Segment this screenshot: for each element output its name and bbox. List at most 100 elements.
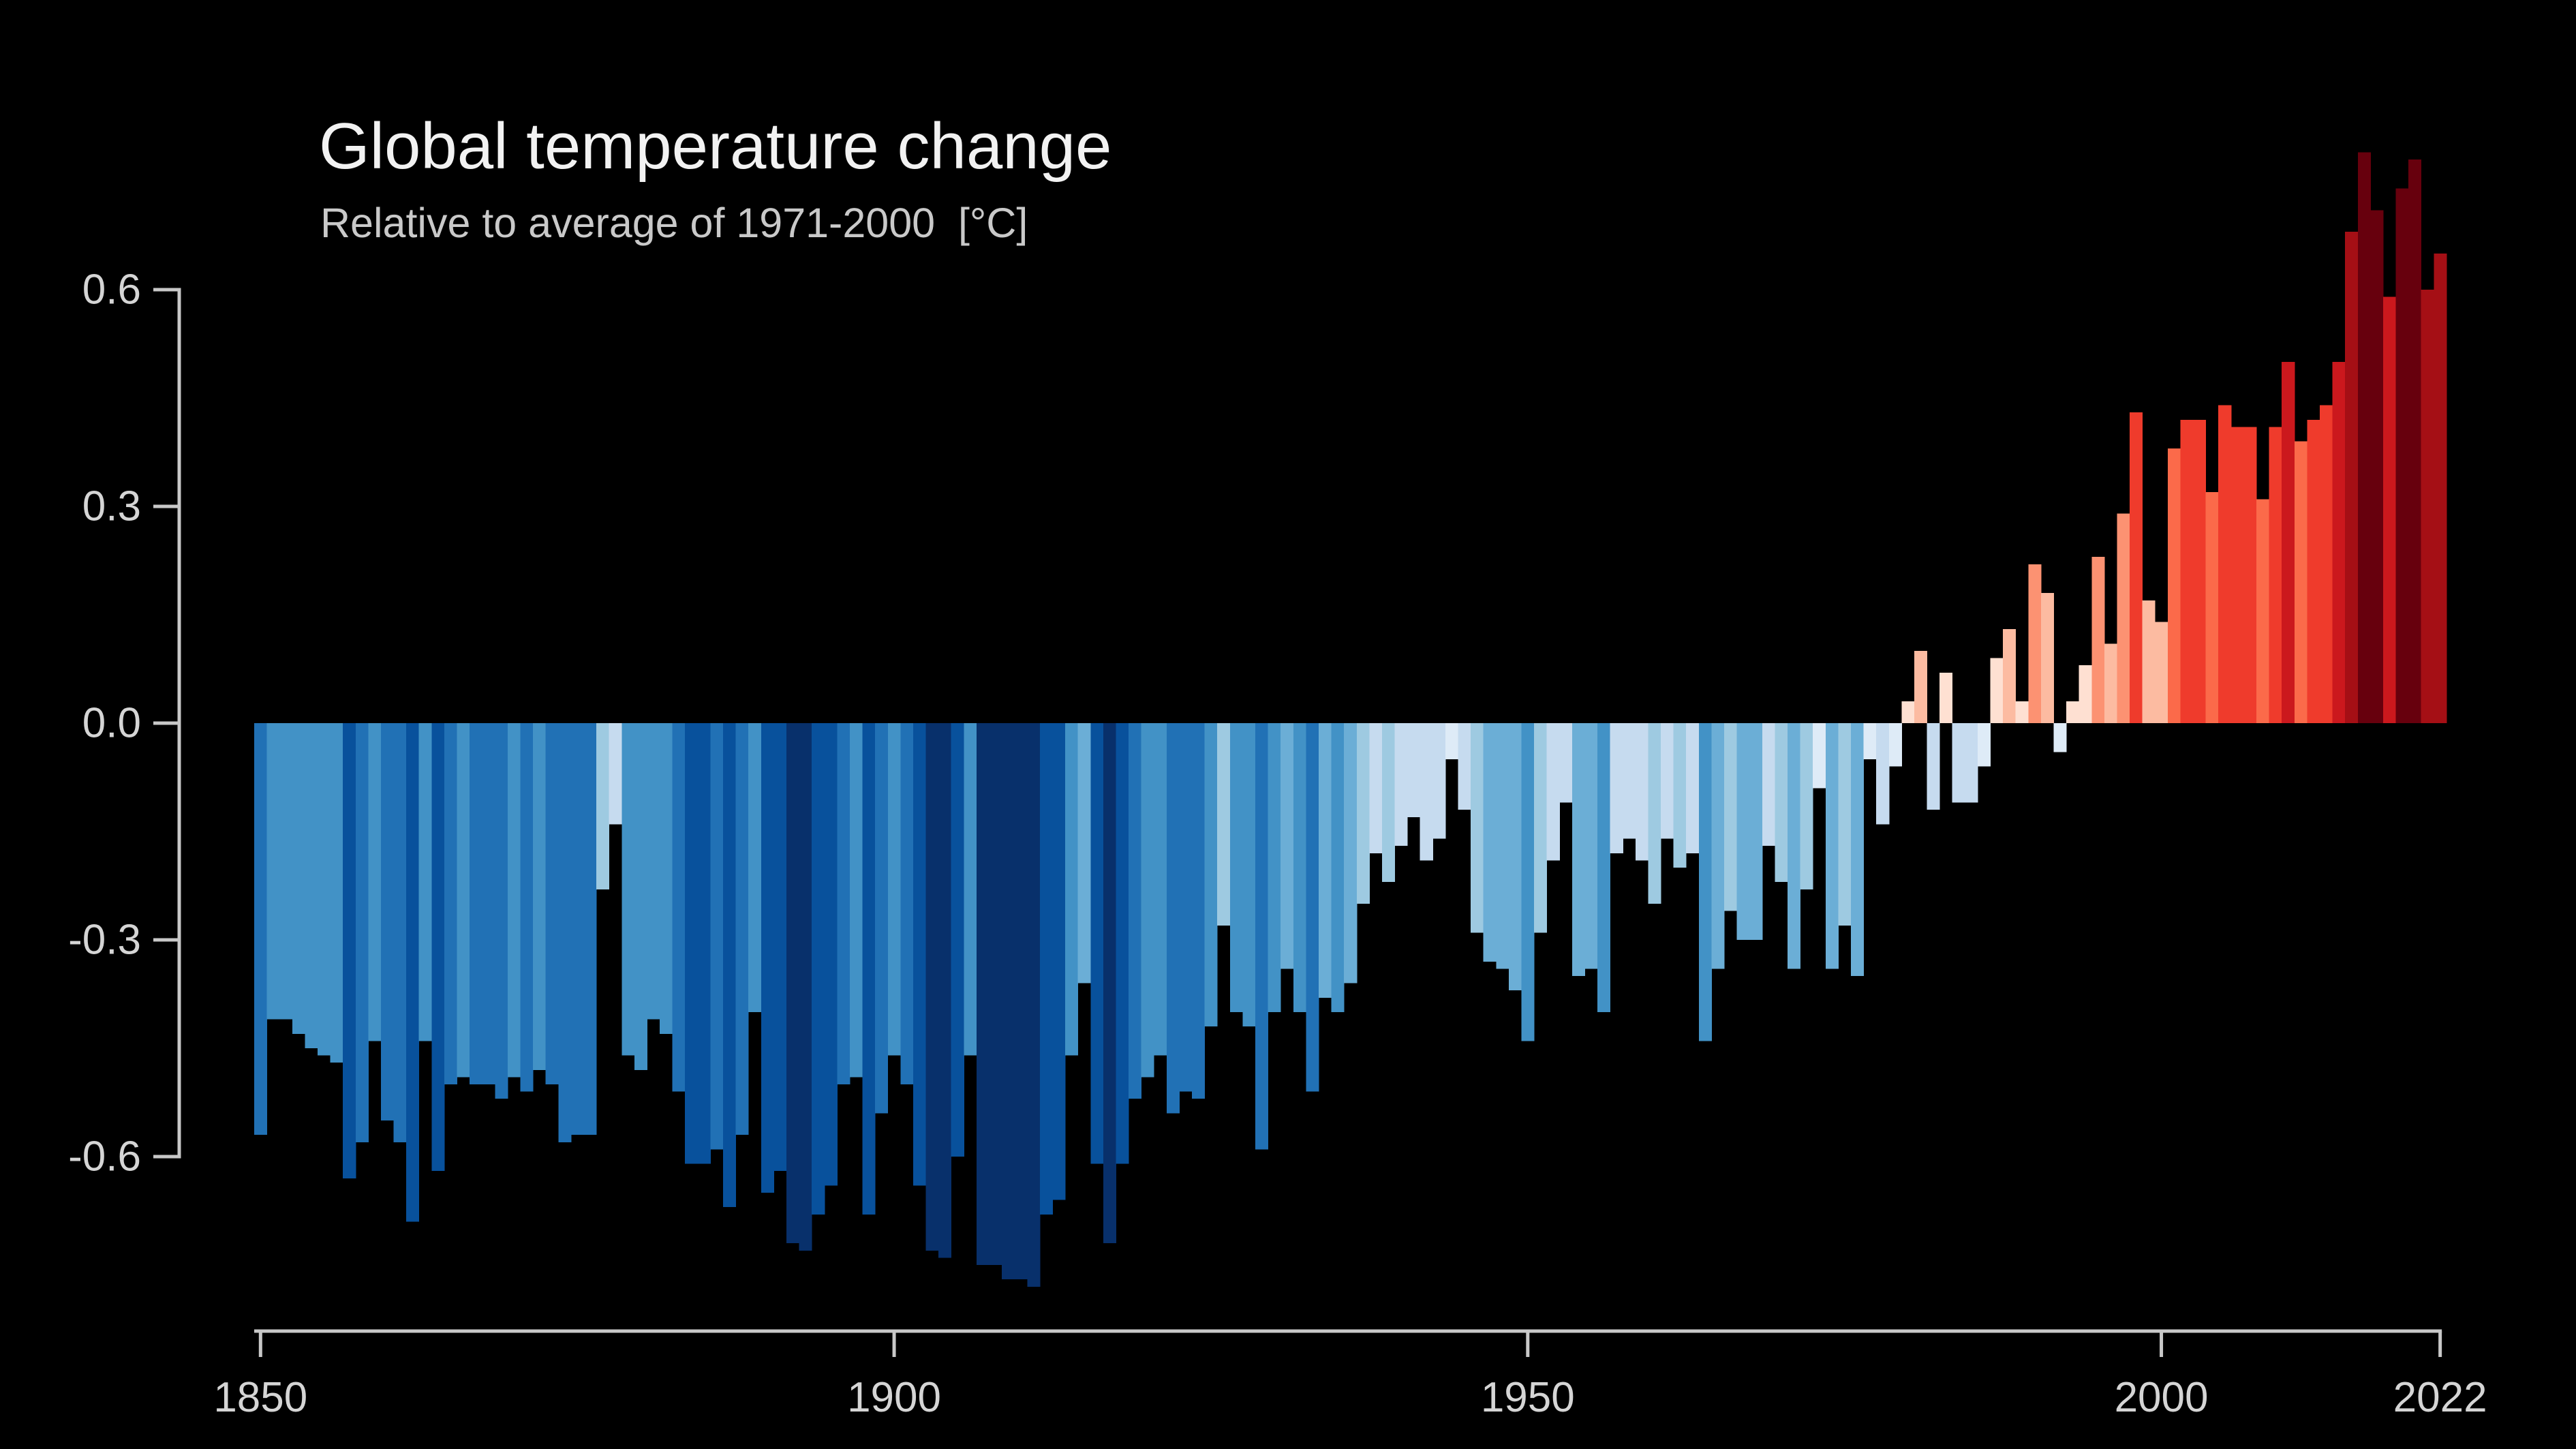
bar-1949 (1508, 723, 1522, 991)
bar-1916 (1090, 723, 1104, 1164)
bar-1956 (1597, 723, 1611, 1012)
bar-1968 (1749, 723, 1763, 940)
bar-1888 (735, 723, 749, 1135)
bar-1883 (672, 723, 686, 1092)
bar-1890 (761, 723, 774, 1193)
bar-1869 (495, 723, 508, 1099)
bar-2022 (2434, 254, 2447, 723)
bar-1884 (685, 723, 699, 1164)
bar-1989 (2015, 701, 2029, 723)
bar-1933 (1306, 723, 1319, 1092)
bar-1979 (1888, 723, 1902, 767)
bar-1878 (609, 723, 622, 825)
bar-1913 (1052, 723, 1066, 1200)
bar-1857 (343, 723, 356, 1178)
bar-1907 (976, 723, 990, 1265)
bar-1901 (900, 723, 914, 1084)
bar-1977 (1863, 723, 1877, 759)
bar-1939 (1381, 723, 1396, 883)
bar-1918 (1116, 723, 1129, 1164)
bar-1894 (812, 723, 825, 1215)
bar-1934 (1318, 723, 1332, 998)
bar-1874 (558, 723, 572, 1142)
bar-2002 (2180, 419, 2194, 723)
bar-1929 (1255, 723, 1269, 1150)
bar-1868 (482, 723, 495, 1084)
bars-group (254, 152, 2447, 1287)
bar-1896 (837, 723, 850, 1084)
bar-2014 (2332, 362, 2346, 723)
bar-1947 (1483, 723, 1497, 962)
bar-1860 (380, 723, 395, 1120)
bar-2006 (2230, 427, 2244, 723)
bar-1905 (951, 723, 964, 1157)
bar-2007 (2243, 427, 2257, 723)
bar-1998 (2130, 412, 2143, 723)
x-tick-label-2022: 2022 (2393, 1374, 2487, 1421)
bar-1876 (583, 723, 597, 1135)
bar-2003 (2193, 419, 2207, 723)
bar-1946 (1471, 723, 1484, 933)
bar-1923 (1179, 723, 1193, 1092)
bar-1986 (1977, 723, 1991, 767)
bar-2012 (2307, 419, 2320, 723)
bar-1864 (431, 723, 445, 1172)
bar-1965 (1711, 723, 1725, 969)
bar-1866 (457, 723, 470, 1078)
bar-1954 (1571, 723, 1585, 976)
bar-1950 (1521, 723, 1535, 1041)
bar-1983 (1939, 672, 1953, 723)
bar-1902 (913, 723, 927, 1186)
bar-1856 (330, 723, 343, 1063)
bar-1988 (2003, 629, 2017, 723)
bar-1908 (989, 723, 1002, 1265)
bar-1971 (1787, 723, 1801, 969)
bar-1991 (2040, 593, 2054, 723)
bar-1940 (1394, 723, 1408, 846)
bar-1898 (862, 723, 876, 1215)
bar-2017 (2370, 210, 2384, 723)
bar-1992 (2053, 723, 2067, 752)
bar-1910 (1014, 723, 1028, 1280)
bar-1912 (1039, 723, 1053, 1215)
x-tick-label-1900: 1900 (847, 1374, 941, 1421)
y-tick-label-0.6: 0.6 (82, 266, 141, 314)
bar-1893 (799, 723, 812, 1251)
bar-1981 (1914, 651, 1928, 723)
bar-2008 (2256, 499, 2270, 723)
bar-1967 (1736, 723, 1750, 940)
bar-1919 (1129, 723, 1142, 1099)
bar-1948 (1496, 723, 1509, 969)
bar-1976 (1850, 723, 1865, 976)
bar-2018 (2382, 296, 2397, 724)
bar-2019 (2395, 188, 2409, 724)
bar-1897 (849, 723, 863, 1078)
bar-1915 (1077, 723, 1091, 983)
y-tick-label-0.3: 0.3 (82, 483, 141, 530)
bar-1961 (1661, 723, 1674, 839)
bar-1904 (938, 723, 952, 1258)
bar-2011 (2294, 441, 2307, 723)
bar-1928 (1242, 723, 1256, 1027)
chart-subtitle: Relative to average of 1971-2000 [°C] (320, 200, 1028, 246)
bar-1906 (964, 723, 977, 1056)
chart-title: Global temperature change (319, 110, 1112, 183)
bar-1957 (1610, 723, 1623, 853)
bar-1951 (1534, 723, 1548, 933)
bar-1962 (1673, 723, 1687, 868)
bar-1899 (875, 723, 889, 1114)
bar-2004 (2205, 491, 2219, 723)
bar-1891 (773, 723, 787, 1172)
bar-1895 (824, 723, 838, 1186)
bar-1927 (1229, 723, 1243, 1012)
bar-1879 (622, 723, 635, 1056)
bar-1931 (1281, 723, 1294, 969)
bar-1932 (1293, 723, 1306, 1012)
bar-2000 (2155, 622, 2168, 723)
bar-1944 (1445, 723, 1459, 759)
bar-2010 (2282, 362, 2295, 723)
bar-2005 (2218, 405, 2232, 723)
bar-1867 (470, 723, 483, 1084)
bar-1882 (660, 723, 673, 1034)
bar-1853 (292, 723, 305, 1034)
